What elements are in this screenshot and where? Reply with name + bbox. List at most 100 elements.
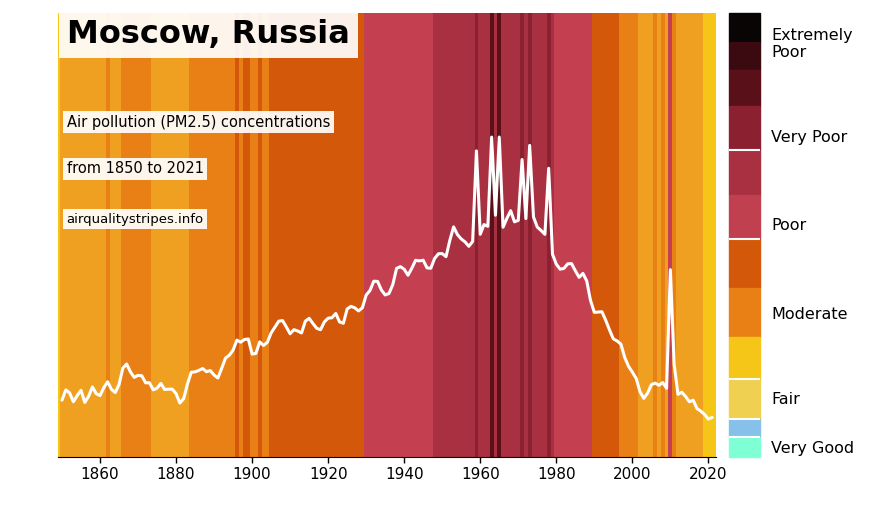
Bar — [185, 13, 190, 457]
Bar — [311, 13, 315, 457]
Bar — [729, 337, 759, 379]
Bar — [383, 13, 386, 457]
Bar — [710, 13, 713, 457]
Bar — [273, 13, 276, 457]
Bar — [729, 419, 759, 437]
Bar — [649, 13, 653, 457]
Bar — [729, 70, 759, 106]
Bar — [266, 13, 269, 457]
Bar — [455, 13, 459, 457]
Bar — [224, 13, 227, 457]
Bar — [178, 13, 181, 457]
Bar — [318, 13, 322, 457]
Bar — [379, 13, 383, 457]
Bar — [250, 13, 254, 457]
Bar — [83, 13, 87, 457]
Text: Air pollution (PM2.5) concentrations: Air pollution (PM2.5) concentrations — [67, 115, 330, 130]
Bar — [611, 13, 614, 457]
Bar — [470, 13, 474, 457]
Bar — [105, 13, 109, 457]
Bar — [364, 13, 367, 457]
Bar — [485, 13, 489, 457]
Bar — [569, 13, 573, 457]
Bar — [132, 13, 136, 457]
Bar — [349, 13, 352, 457]
Bar — [531, 13, 535, 457]
Bar — [367, 13, 372, 457]
Bar — [705, 13, 710, 457]
Bar — [261, 13, 266, 457]
Bar — [98, 13, 102, 457]
Bar — [136, 13, 139, 457]
Bar — [512, 13, 516, 457]
Bar — [315, 13, 318, 457]
Bar — [413, 13, 417, 457]
Bar — [129, 13, 132, 457]
Bar — [653, 13, 656, 457]
Bar — [671, 13, 675, 457]
Bar — [527, 13, 531, 457]
Bar — [702, 13, 705, 457]
Bar — [687, 13, 690, 457]
Bar — [508, 13, 512, 457]
Bar — [538, 13, 543, 457]
Bar — [124, 13, 129, 457]
Bar — [519, 13, 523, 457]
Bar — [68, 13, 72, 457]
Bar — [87, 13, 90, 457]
Bar — [102, 13, 105, 457]
Bar — [193, 13, 197, 457]
Bar — [190, 13, 193, 457]
Bar — [417, 13, 421, 457]
Bar — [254, 13, 257, 457]
Bar — [637, 13, 641, 457]
Bar — [729, 41, 759, 70]
Bar — [276, 13, 281, 457]
Bar — [462, 13, 467, 457]
Bar — [474, 13, 477, 457]
Bar — [151, 13, 155, 457]
Bar — [330, 13, 333, 457]
Bar — [94, 13, 98, 457]
Bar — [307, 13, 311, 457]
Bar — [421, 13, 425, 457]
Bar — [139, 13, 144, 457]
Bar — [114, 13, 117, 457]
Bar — [565, 13, 569, 457]
Bar — [288, 13, 291, 457]
Bar — [645, 13, 649, 457]
Bar — [603, 13, 607, 457]
Text: Moscow, Russia: Moscow, Russia — [67, 19, 350, 50]
Bar — [690, 13, 695, 457]
Bar — [352, 13, 357, 457]
Bar — [573, 13, 577, 457]
Bar — [257, 13, 261, 457]
Bar — [664, 13, 668, 457]
Bar — [467, 13, 470, 457]
Bar — [406, 13, 409, 457]
Bar — [197, 13, 200, 457]
Bar — [284, 13, 288, 457]
Bar — [656, 13, 660, 457]
Bar — [535, 13, 538, 457]
Text: from 1850 to 2021: from 1850 to 2021 — [67, 162, 204, 177]
Bar — [409, 13, 413, 457]
Bar — [698, 13, 702, 457]
Bar — [428, 13, 432, 457]
Bar — [577, 13, 580, 457]
Bar — [375, 13, 379, 457]
Bar — [231, 13, 235, 457]
Bar — [447, 13, 451, 457]
Bar — [629, 13, 634, 457]
Bar — [281, 13, 284, 457]
Bar — [679, 13, 683, 457]
Text: Fair: Fair — [771, 392, 799, 407]
Bar — [553, 13, 558, 457]
Bar — [299, 13, 303, 457]
Bar — [729, 379, 759, 419]
Text: Poor: Poor — [771, 219, 805, 233]
Bar — [595, 13, 599, 457]
Bar — [592, 13, 595, 457]
Bar — [729, 288, 759, 337]
Text: airqualitystripes.info: airqualitystripes.info — [67, 213, 204, 226]
